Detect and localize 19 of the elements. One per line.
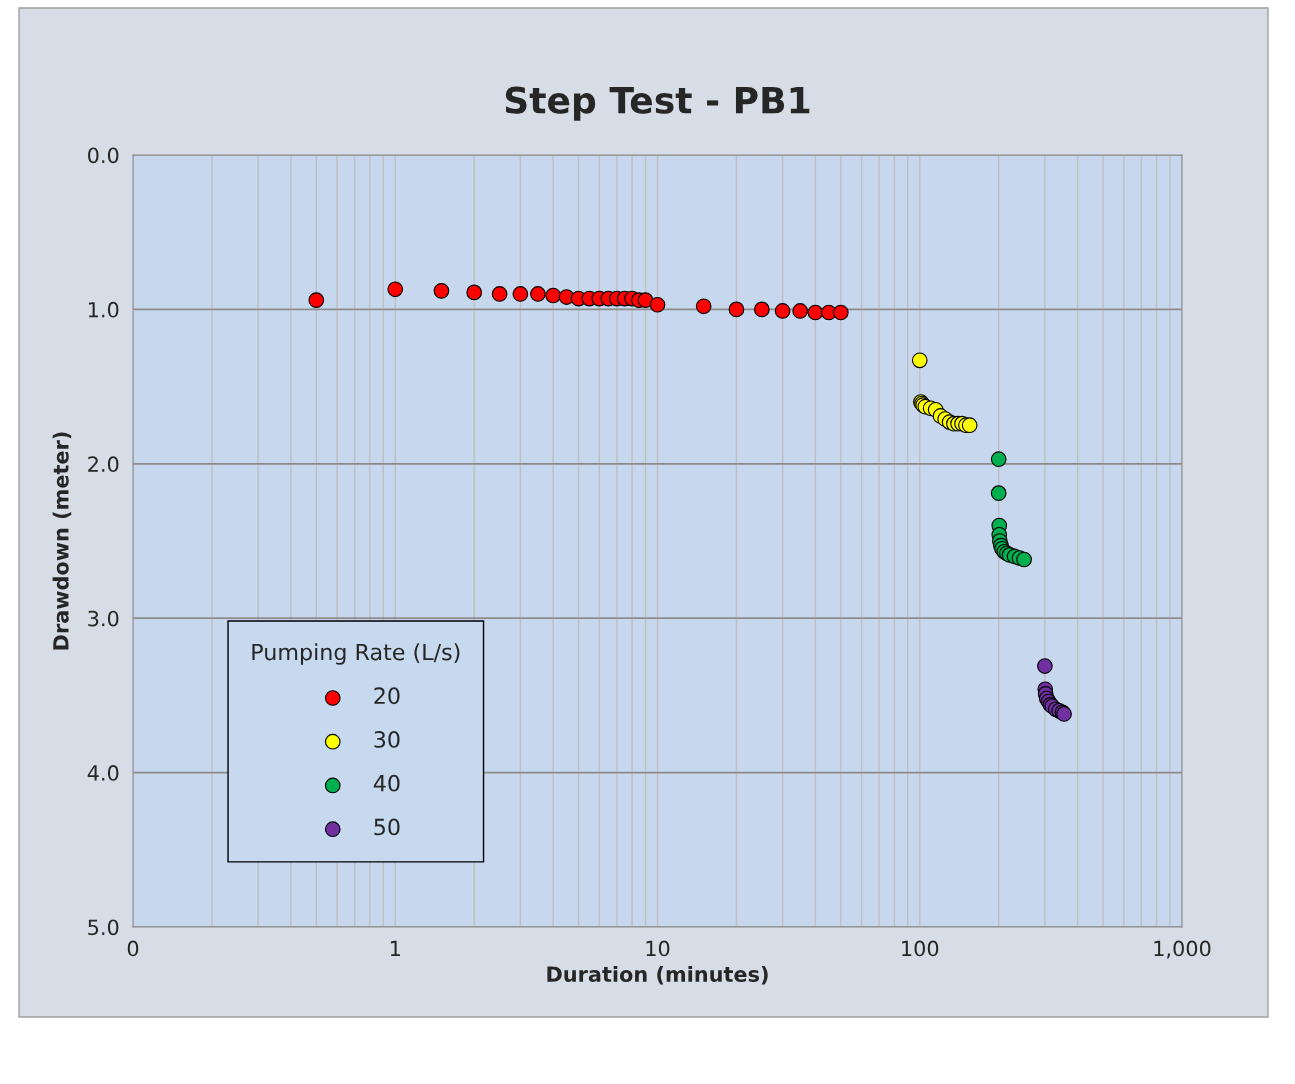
y-tick-label: 0.0	[88, 147, 119, 164]
legend-label: 20	[374, 687, 400, 705]
y-tick-label: 4.0	[87, 765, 119, 781]
legend-label: 30	[374, 731, 400, 748]
x-axis-title: Duration (minutes)	[547, 965, 768, 985]
y-axis-title: Drawdown (meter)	[52, 432, 72, 650]
y-tick-label: 5.0	[88, 919, 119, 936]
x-tick-label: 10	[646, 940, 670, 957]
x-tick-label: 100	[902, 940, 939, 957]
x-tick-label: 1,000	[1154, 940, 1211, 959]
x-tick-label: 0	[127, 940, 139, 957]
y-tick-label: 2.0	[88, 456, 119, 473]
legend-label: 40	[373, 774, 400, 792]
legend-title: Pumping Rate (L/s)	[252, 643, 460, 665]
y-tick-label: 3.0	[88, 610, 119, 627]
legend-label: 50	[374, 818, 400, 836]
y-tick-label: 1.0	[88, 301, 119, 318]
chart-title: Step Test - PB1	[505, 86, 810, 121]
x-tick-label: 1	[390, 940, 400, 957]
